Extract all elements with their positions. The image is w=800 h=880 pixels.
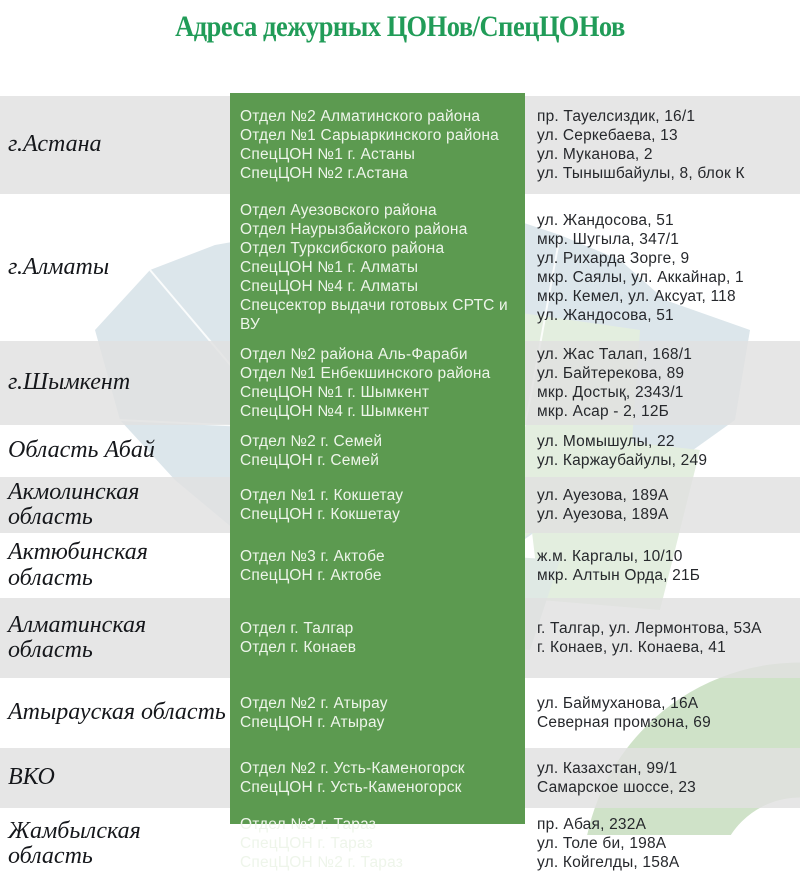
addresses-cell: г. Талгар, ул. Лермонтова, 53А г. Конаев… (525, 597, 800, 678)
offices-cell: Отдел №2 г. Усть-Каменогорск СпецЦОН г. … (230, 748, 525, 808)
table-row: г.Шымкент Отдел №2 района Аль-Фараби Отд… (0, 341, 800, 425)
offices-cell: Отдел №2 г. Атырау СпецЦОН г. Атырау (230, 682, 525, 744)
addresses-cell: пр. Абая, 232А ул. Толе би, 198А ул. Кой… (525, 812, 800, 876)
region-label: г.Алматы (8, 253, 110, 280)
offices-cell: Отдел №2 г. Семей СпецЦОН г. Семей (230, 429, 525, 473)
addresses-list: ул. Жас Талап, 168/1 ул. Байтерекова, 89… (537, 346, 693, 420)
table-row: Атырауская область Отдел №2 г. Атырау Сп… (0, 682, 800, 744)
offices-cell: Отдел №3 г. Тараз СпецЦОН г. Тараз СпецЦ… (230, 812, 525, 876)
address-poster: Адреса дежурных ЦОНов/СпецЦОНов г.Астана… (0, 10, 800, 872)
table-row: Актюбинская область Отдел №3 г. Актобе С… (0, 537, 800, 593)
addresses-cell: ул. Ауезова, 189А ул. Ауезова, 189А (525, 477, 800, 534)
offices-cell: Отдел №3 г. Актобе СпецЦОН г. Актобе (230, 537, 525, 593)
offices-list: Отдел №1 г. Кокшетау СпецЦОН г. Кокшетау (240, 487, 404, 524)
addresses-cell: ж.м. Каргалы, 10/10 мкр. Алтын Орда, 21Б (525, 537, 800, 593)
addresses-cell: ул. Баймуханова, 16А Северная промзона, … (525, 682, 800, 744)
addresses-cell: ул. Жандосова, 51 мкр. Шугыла, 347/1 ул.… (525, 198, 800, 337)
offices-list: Отдел г. Талгар Отдел г. Конаев (240, 619, 357, 656)
offices-list: Отдел №2 Алматинского района Отдел №1 Са… (240, 108, 499, 182)
offices-list: Отдел №2 г. Атырау СпецЦОН г. Атырау (240, 694, 388, 731)
region-cell: Область Абай (0, 429, 230, 473)
table-row: ВКО Отдел №2 г. Усть-Каменогорск СпецЦОН… (0, 747, 800, 808)
region-label: г.Шымкент (8, 369, 131, 396)
addresses-list: пр. Тауелсиздик, 16/1 ул. Серкебаева, 13… (537, 108, 745, 182)
offices-list: Отдел №3 г. Тараз СпецЦОН г. Тараз СпецЦ… (240, 816, 404, 872)
addresses-list: пр. Абая, 232А ул. Толе би, 198А ул. Кой… (537, 816, 680, 872)
green-column-band (230, 93, 525, 824)
region-label: Атырауская область (8, 699, 226, 726)
offices-list: Отдел №2 г. Семей СпецЦОН г. Семей (240, 433, 383, 469)
region-cell: г.Алматы (0, 198, 230, 337)
region-label: ВКО (8, 764, 55, 791)
offices-cell: Отдел Ауезовского района Отдел Наурызбай… (230, 198, 525, 337)
addresses-list: г. Талгар, ул. Лермонтова, 53А г. Конаев… (537, 619, 762, 656)
region-cell: г.Астана (0, 96, 230, 194)
address-table: г.Астана Отдел №2 Алматинского района От… (0, 96, 800, 880)
region-label: Алматинская область (8, 611, 147, 663)
region-label: Актюбинская область (8, 539, 148, 591)
region-cell: ВКО (0, 747, 230, 808)
region-label: г.Астана (8, 131, 102, 158)
addresses-cell: ул. Казахстан, 99/1 Самарское шоссе, 23 (525, 747, 800, 808)
offices-list: Отдел №2 г. Усть-Каменогорск СпецЦОН г. … (240, 759, 465, 796)
addresses-list: ул. Момышулы, 22 ул. Каржаубайулы, 249 (537, 433, 708, 469)
addresses-list: ж.м. Каргалы, 10/10 мкр. Алтын Орда, 21Б (537, 547, 701, 584)
offices-cell: Отдел №1 г. Кокшетау СпецЦОН г. Кокшетау (230, 477, 525, 533)
page-title: Адреса дежурных ЦОНов/СпецЦОНов (175, 10, 625, 43)
region-cell: г.Шымкент (0, 341, 230, 425)
addresses-list: ул. Баймуханова, 16А Северная промзона, … (537, 694, 711, 731)
table-row: г.Астана Отдел №2 Алматинского района От… (0, 96, 800, 194)
region-label: Область Абай (8, 437, 155, 464)
addresses-list: ул. Жандосова, 51 мкр. Шугыла, 347/1 ул.… (537, 211, 744, 324)
table-row: Алматинская область Отдел г. Талгар Отде… (0, 597, 800, 678)
region-cell: Жамбылская область (0, 812, 230, 876)
region-label: Акмолинская область (8, 479, 140, 531)
offices-cell: Отдел №2 района Аль-Фараби Отдел №1 Енбе… (230, 341, 525, 425)
addresses-list: ул. Казахстан, 99/1 Самарское шоссе, 23 (537, 759, 696, 796)
addresses-list: ул. Ауезова, 189А ул. Ауезова, 189А (537, 487, 669, 524)
offices-list: Отдел №2 района Аль-Фараби Отдел №1 Енбе… (240, 346, 491, 420)
table-row: Акмолинская область Отдел №1 г. Кокшетау… (0, 477, 800, 534)
table-row: Область Абай Отдел №2 г. Семей СпецЦОН г… (0, 429, 800, 473)
region-cell: Алматинская область (0, 597, 230, 678)
table-row: Жамбылская область Отдел №3 г. Тараз Спе… (0, 812, 800, 876)
region-label: Жамбылская область (8, 817, 141, 869)
addresses-cell: пр. Тауелсиздик, 16/1 ул. Серкебаева, 13… (525, 96, 800, 194)
offices-cell: Отдел г. Талгар Отдел г. Конаев (230, 598, 525, 678)
table-row: г.Алматы Отдел Ауезовского района Отдел … (0, 198, 800, 337)
addresses-cell: ул. Момышулы, 22 ул. Каржаубайулы, 249 (525, 429, 800, 473)
offices-list: Отдел №3 г. Актобе СпецЦОН г. Актобе (240, 547, 385, 584)
addresses-cell: ул. Жас Талап, 168/1 ул. Байтерекова, 89… (525, 341, 800, 425)
region-cell: Акмолинская область (0, 477, 230, 534)
offices-list: Отдел Ауезовского района Отдел Наурызбай… (240, 202, 508, 333)
region-cell: Актюбинская область (0, 537, 230, 593)
region-cell: Атырауская область (0, 682, 230, 744)
offices-cell: Отдел №2 Алматинского района Отдел №1 Са… (230, 96, 525, 194)
